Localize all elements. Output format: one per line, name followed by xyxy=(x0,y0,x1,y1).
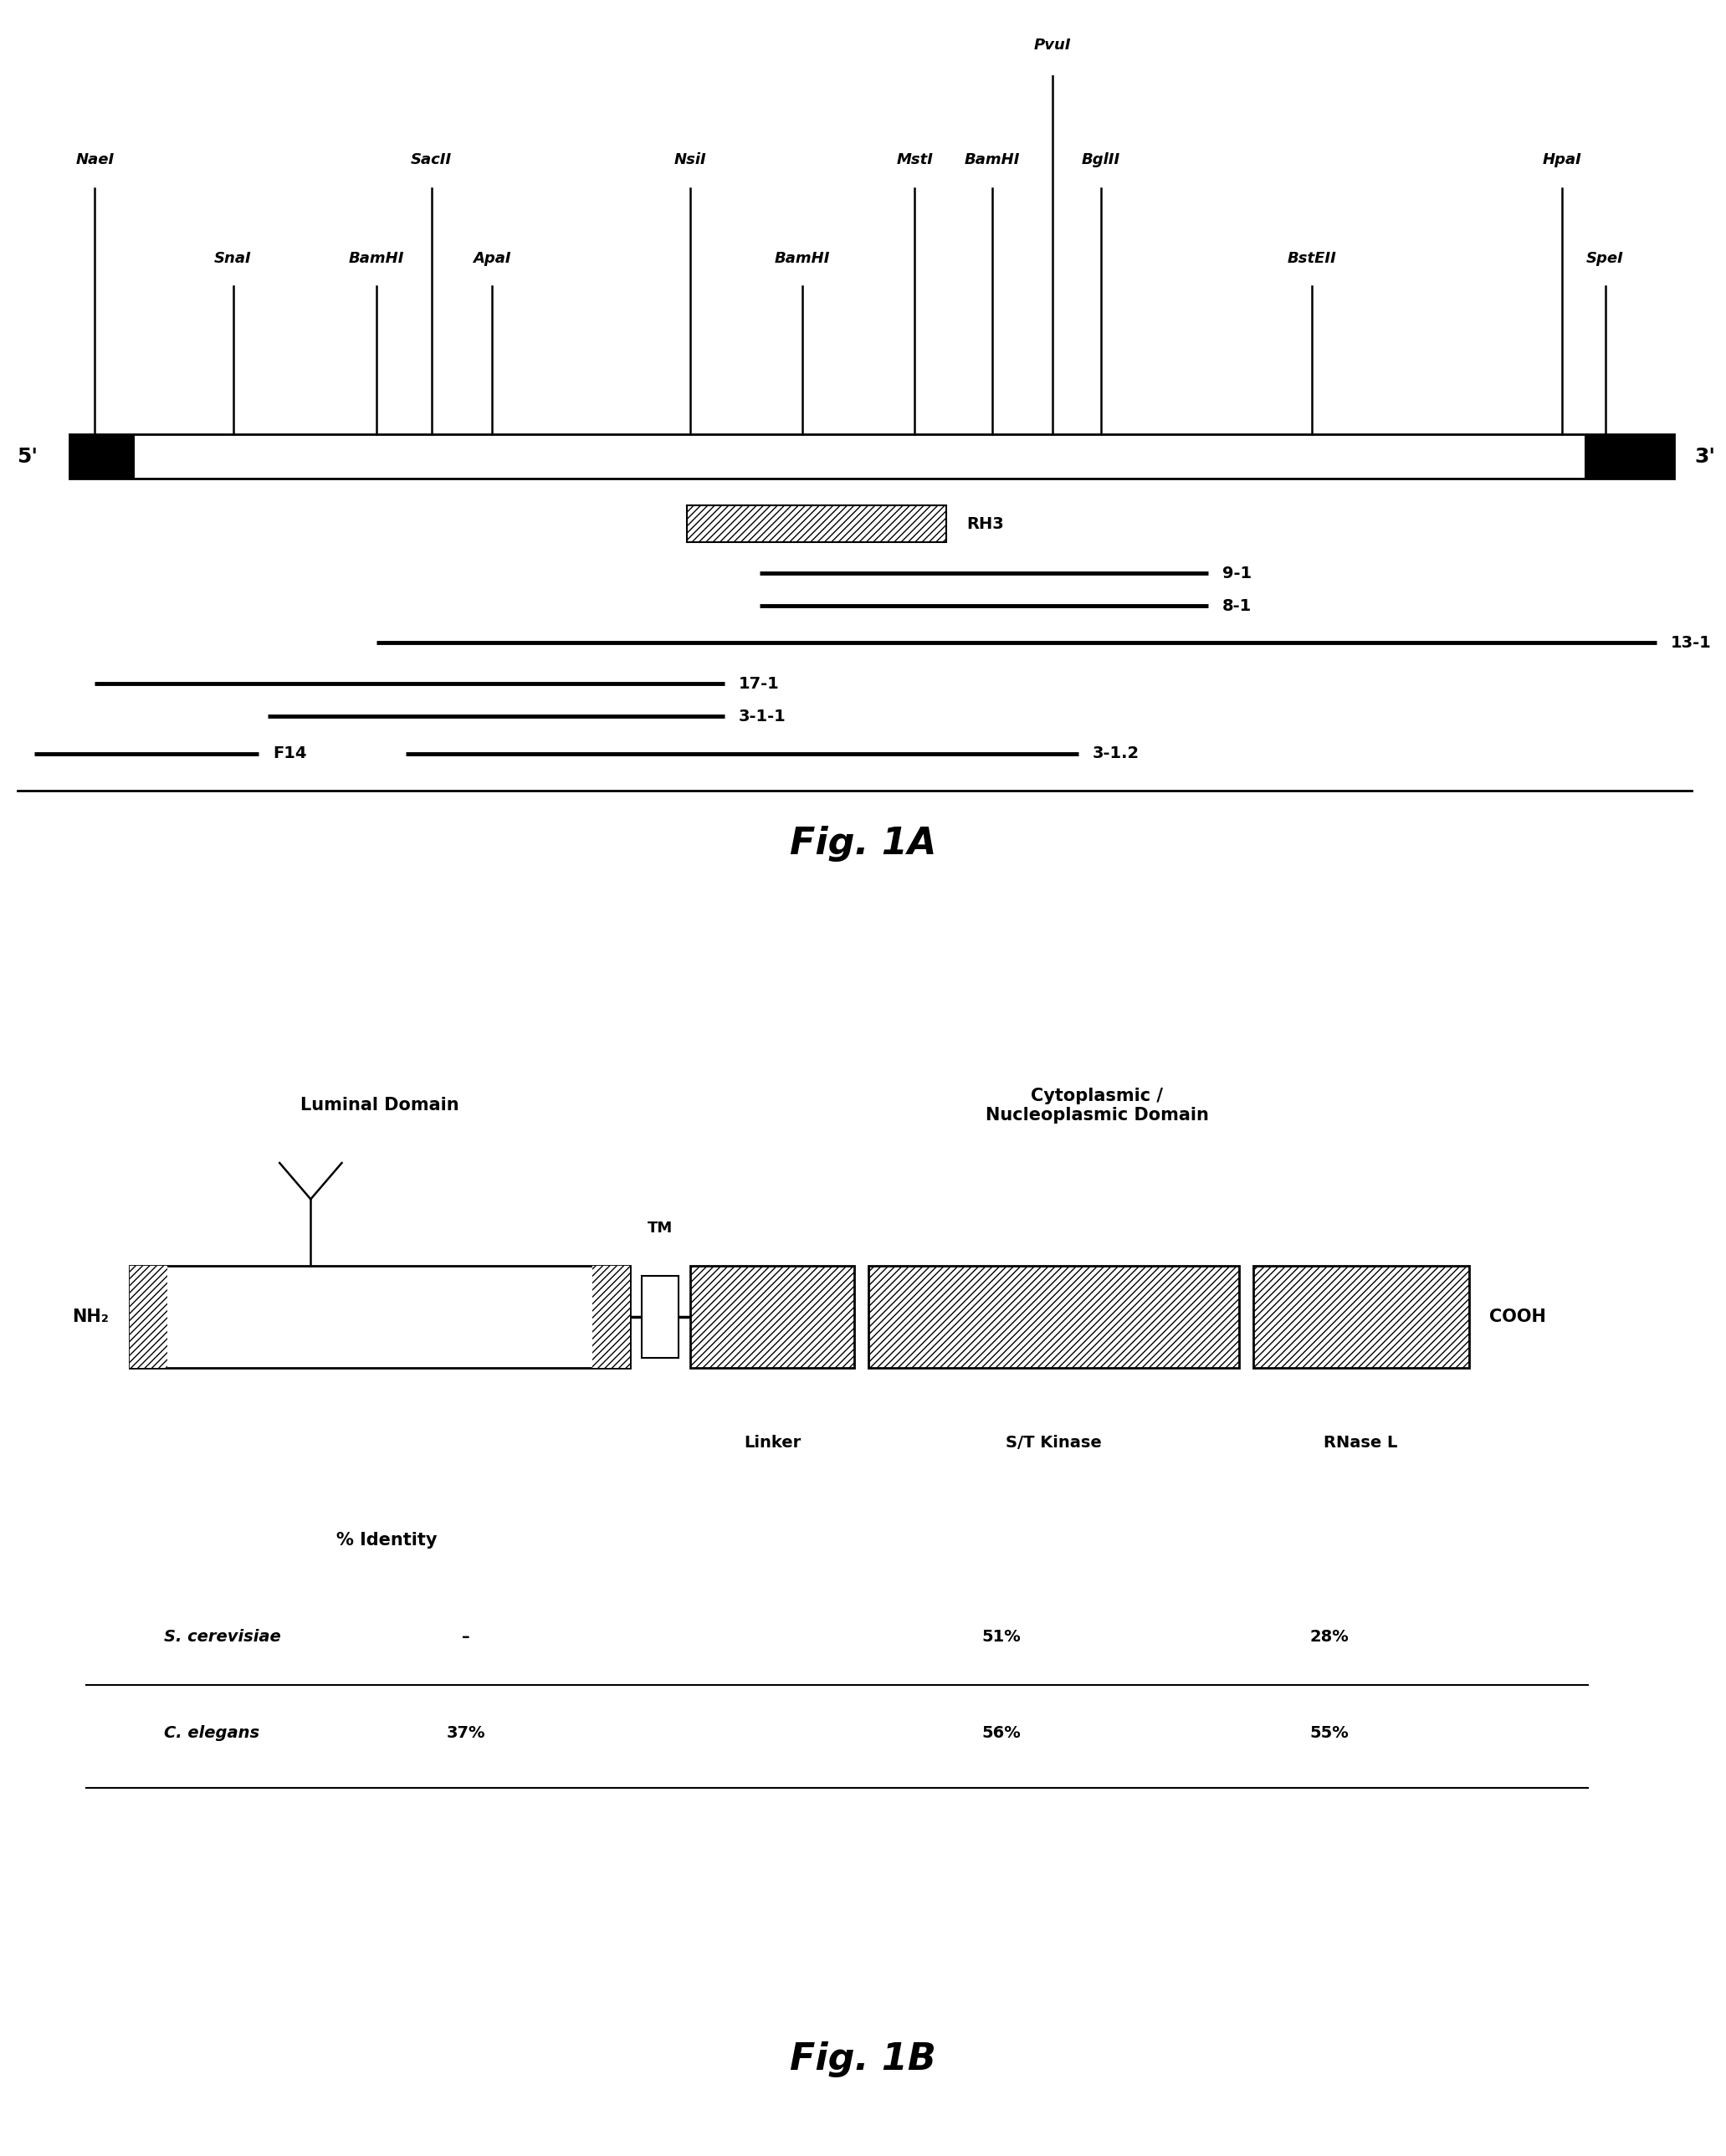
Text: F14: F14 xyxy=(273,746,307,761)
Text: ApaI: ApaI xyxy=(473,250,511,265)
Text: Cytoplasmic /
Nucleoplasmic Domain: Cytoplasmic / Nucleoplasmic Domain xyxy=(986,1087,1208,1123)
Text: BamHI: BamHI xyxy=(965,153,1020,168)
Text: 3-1.2: 3-1.2 xyxy=(1093,746,1139,761)
Text: BamHI: BamHI xyxy=(775,250,830,265)
Text: SnaI: SnaI xyxy=(214,250,252,265)
Text: % Identity: % Identity xyxy=(337,1533,437,1548)
Bar xyxy=(690,1266,854,1369)
Text: SacII: SacII xyxy=(411,153,452,168)
Bar xyxy=(129,1266,630,1369)
Text: NaeI: NaeI xyxy=(76,153,114,168)
Text: 5': 5' xyxy=(17,446,38,466)
Bar xyxy=(69,433,1674,479)
Text: 56%: 56% xyxy=(982,1725,1020,1742)
Text: BstEII: BstEII xyxy=(1288,250,1336,265)
Bar xyxy=(1584,433,1674,479)
Text: Fig. 1B: Fig. 1B xyxy=(791,2042,935,2078)
Text: Linker: Linker xyxy=(744,1434,801,1451)
Text: SpeI: SpeI xyxy=(1586,250,1624,265)
Text: 3': 3' xyxy=(1695,446,1716,466)
Text: S/T Kinase: S/T Kinase xyxy=(1006,1434,1101,1451)
Text: 13-1: 13-1 xyxy=(1671,634,1712,651)
Text: 51%: 51% xyxy=(982,1630,1020,1645)
Text: RNase L: RNase L xyxy=(1324,1434,1398,1451)
Text: 8-1: 8-1 xyxy=(1222,597,1251,614)
Text: Luminal Domain: Luminal Domain xyxy=(300,1097,459,1115)
Text: COOH: COOH xyxy=(1490,1309,1546,1326)
Text: 55%: 55% xyxy=(1310,1725,1348,1742)
Bar xyxy=(1253,1266,1469,1369)
Text: BglII: BglII xyxy=(1082,153,1120,168)
Text: C. elegans: C. elegans xyxy=(164,1725,259,1742)
Text: 3-1-1: 3-1-1 xyxy=(739,709,787,724)
Text: –: – xyxy=(463,1630,469,1645)
Text: PvuI: PvuI xyxy=(1034,39,1072,54)
Bar xyxy=(129,1266,167,1369)
Text: HpaI: HpaI xyxy=(1543,153,1581,168)
Text: 37%: 37% xyxy=(447,1725,485,1742)
Text: BamHI: BamHI xyxy=(349,250,404,265)
Bar xyxy=(69,433,135,479)
Text: TM: TM xyxy=(647,1220,673,1235)
Bar xyxy=(687,507,946,543)
Bar xyxy=(642,1276,678,1358)
Bar xyxy=(592,1266,630,1369)
Text: 17-1: 17-1 xyxy=(739,675,780,692)
Text: MstI: MstI xyxy=(896,153,934,168)
Text: NsiI: NsiI xyxy=(675,153,706,168)
Text: 28%: 28% xyxy=(1310,1630,1348,1645)
Text: RH3: RH3 xyxy=(967,515,1005,533)
Text: NH₂: NH₂ xyxy=(72,1309,109,1326)
Text: 9-1: 9-1 xyxy=(1222,565,1251,582)
Bar xyxy=(868,1266,1239,1369)
Text: S. cerevisiae: S. cerevisiae xyxy=(164,1630,281,1645)
Text: Fig. 1A: Fig. 1A xyxy=(789,826,937,862)
